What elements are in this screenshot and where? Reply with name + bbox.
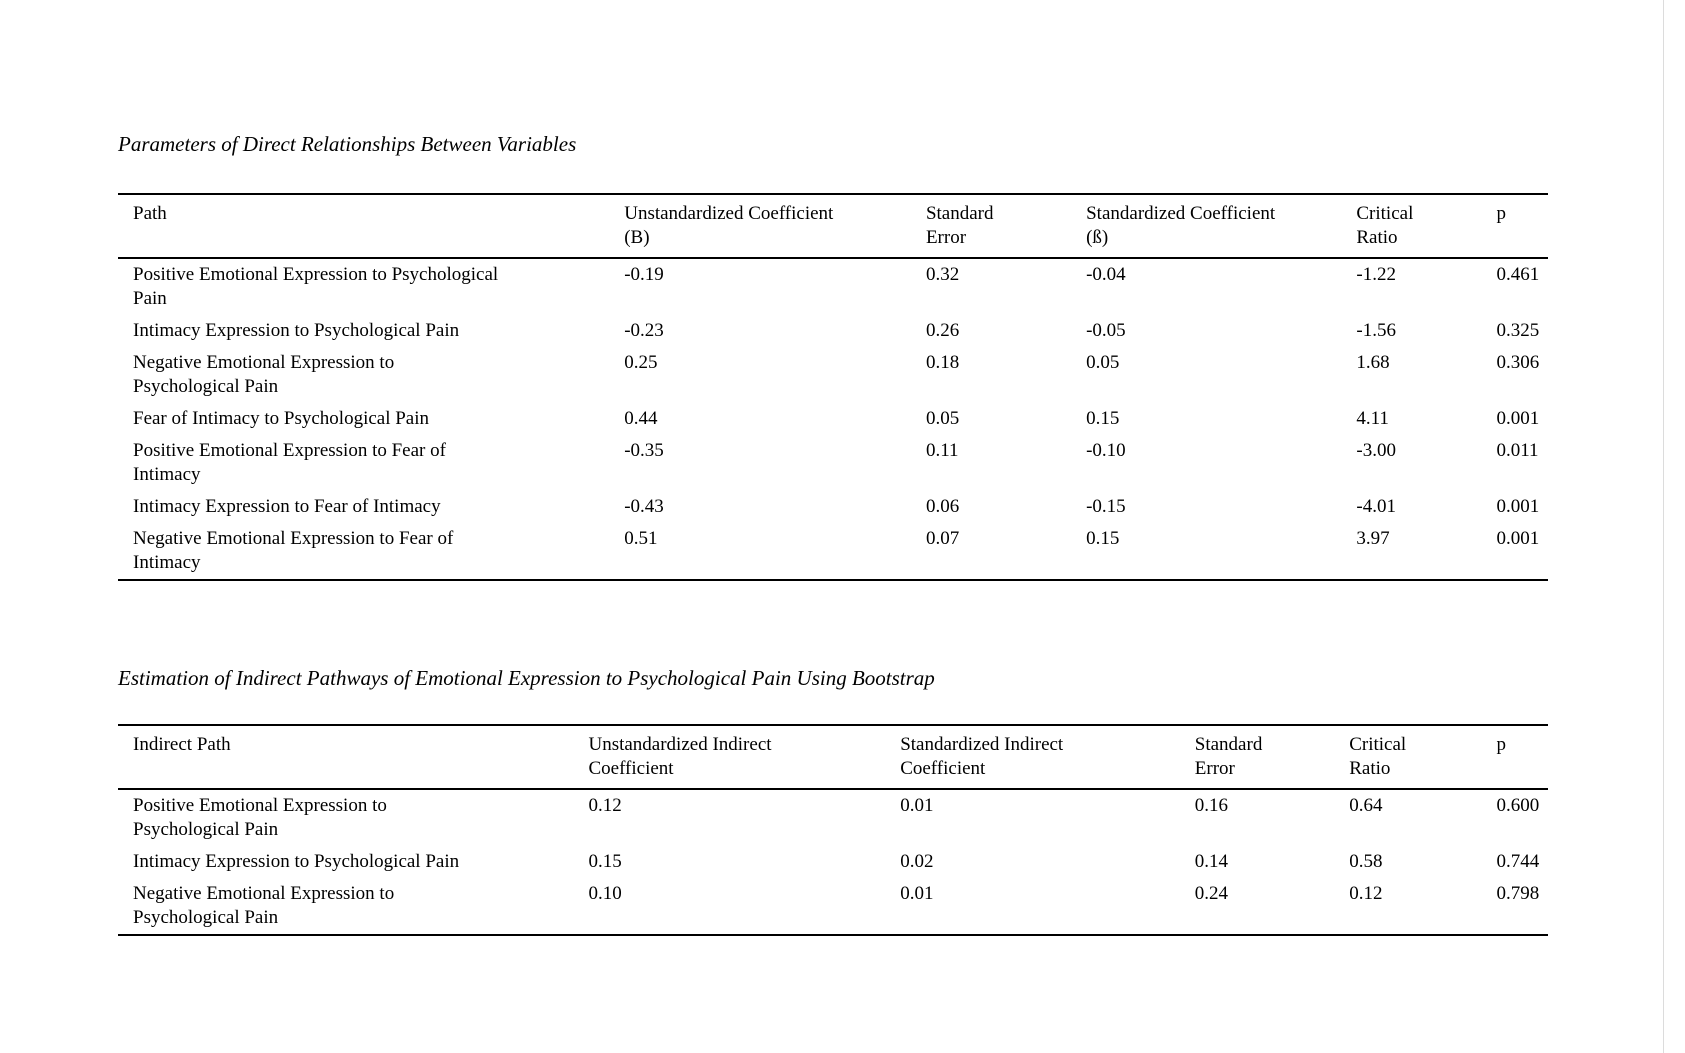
col-header-standard-error: Standard Error bbox=[1194, 725, 1350, 790]
page-edge-divider bbox=[1663, 0, 1664, 1053]
cell-p: 0.744 bbox=[1496, 851, 1540, 872]
col-header-standardized-coefficient: Standardized Coefficient (ß) bbox=[1086, 194, 1357, 259]
header-row: Path Unstandardized Coefficient (B) Stan… bbox=[118, 194, 1548, 259]
table-row: Fear of Intimacy to Psychological Pain 0… bbox=[118, 403, 1548, 435]
cell-standard-error: 0.18 bbox=[925, 352, 960, 373]
cell-p: 0.306 bbox=[1496, 352, 1540, 373]
col-header-standardized-indirect-coefficient: Standardized Indirect Coefficient bbox=[900, 725, 1195, 790]
cell-p: 0.001 bbox=[1496, 528, 1540, 549]
cell-path: Intimacy Expression to Fear of Intimacy bbox=[133, 496, 441, 517]
direct-table-title: Parameters of Direct Relationships Betwe… bbox=[118, 132, 577, 156]
table-row: Negative Emotional Expression to Psychol… bbox=[118, 878, 1548, 935]
cell-p: 0.001 bbox=[1496, 408, 1540, 429]
col-header-unstandardized-coefficient: Unstandardized Coefficient (B) bbox=[624, 194, 926, 259]
cell-p: 0.001 bbox=[1496, 496, 1540, 517]
cell-critical-ratio: 4.11 bbox=[1356, 408, 1389, 429]
cell-unstandardized-coefficient: -0.19 bbox=[624, 264, 664, 285]
cell-standard-error: 0.26 bbox=[925, 320, 960, 341]
cell-critical-ratio: -1.22 bbox=[1356, 264, 1396, 285]
cell-unstandardized-indirect-coefficient: 0.15 bbox=[588, 851, 622, 872]
table-row: Intimacy Expression to Psychological Pai… bbox=[118, 846, 1548, 878]
cell-unstandardized-indirect-coefficient: 0.12 bbox=[588, 795, 622, 816]
document-page: Parameters of Direct Relationships Betwe… bbox=[118, 131, 1548, 936]
cell-p: 0.325 bbox=[1496, 320, 1540, 341]
cell-standard-error: 0.24 bbox=[1194, 883, 1229, 904]
cell-standardized-coefficient: -0.04 bbox=[1086, 264, 1126, 285]
table-row: Negative Emotional Expression to Fear of… bbox=[118, 523, 1548, 580]
cell-path: Positive Emotional Expression to Psychol… bbox=[133, 264, 499, 309]
document-content: Parameters of Direct Relationships Betwe… bbox=[118, 131, 1548, 936]
cell-p: 0.461 bbox=[1496, 264, 1540, 285]
cell-unstandardized-coefficient: -0.23 bbox=[624, 320, 664, 341]
cell-critical-ratio: -1.56 bbox=[1356, 320, 1396, 341]
cell-standardized-indirect-coefficient: 0.01 bbox=[900, 883, 934, 904]
cell-path: Fear of Intimacy to Psychological Pain bbox=[133, 408, 430, 429]
cell-standard-error: 0.06 bbox=[925, 496, 960, 517]
table-row: Positive Emotional Expression to Psychol… bbox=[118, 258, 1548, 315]
cell-unstandardized-coefficient: -0.35 bbox=[624, 440, 664, 461]
cell-path: Negative Emotional Expression to Psychol… bbox=[133, 352, 395, 397]
cell-standard-error: 0.14 bbox=[1194, 851, 1229, 872]
cell-p: 0.798 bbox=[1496, 883, 1540, 904]
cell-unstandardized-coefficient: 0.51 bbox=[624, 528, 658, 549]
col-header-critical-ratio: Critical Ratio bbox=[1349, 725, 1497, 790]
header-row: Indirect Path Unstandardized Indirect Co… bbox=[118, 725, 1548, 790]
cell-path: Positive Emotional Expression to Fear of… bbox=[133, 440, 446, 485]
cell-standardized-coefficient: -0.05 bbox=[1086, 320, 1126, 341]
cell-critical-ratio: 0.64 bbox=[1349, 795, 1383, 816]
table-row: Negative Emotional Expression to Psychol… bbox=[118, 347, 1548, 403]
col-header-unstandardized-indirect-coefficient: Unstandardized Indirect Coefficient bbox=[588, 725, 901, 790]
indirect-effects-table: Indirect Path Unstandardized Indirect Co… bbox=[118, 724, 1548, 936]
col-header-p: p bbox=[1496, 725, 1548, 790]
col-header-indirect-path: Indirect Path bbox=[118, 725, 589, 790]
cell-unstandardized-indirect-coefficient: 0.10 bbox=[588, 883, 622, 904]
col-header-standard-error: Standard Error bbox=[925, 194, 1087, 259]
indirect-table-title: Estimation of Indirect Pathways of Emoti… bbox=[118, 666, 935, 690]
cell-standard-error: 0.32 bbox=[925, 264, 960, 285]
cell-standardized-coefficient: -0.15 bbox=[1086, 496, 1126, 517]
cell-standardized-coefficient: 0.05 bbox=[1086, 352, 1120, 373]
cell-standardized-indirect-coefficient: 0.01 bbox=[900, 795, 934, 816]
cell-standardized-indirect-coefficient: 0.02 bbox=[900, 851, 934, 872]
cell-standardized-coefficient: 0.15 bbox=[1086, 528, 1120, 549]
cell-unstandardized-coefficient: 0.25 bbox=[624, 352, 658, 373]
cell-indirect-path: Positive Emotional Expression to Psychol… bbox=[133, 795, 387, 840]
cell-critical-ratio: 3.97 bbox=[1356, 528, 1390, 549]
indirect-effects-section: Estimation of Indirect Pathways of Emoti… bbox=[118, 665, 1548, 936]
cell-standard-error: 0.16 bbox=[1194, 795, 1229, 816]
cell-critical-ratio: -3.00 bbox=[1356, 440, 1396, 461]
col-header-p: p bbox=[1496, 194, 1548, 259]
cell-indirect-path: Intimacy Expression to Psychological Pai… bbox=[133, 851, 460, 872]
cell-path: Intimacy Expression to Psychological Pai… bbox=[133, 320, 460, 341]
cell-p: 0.600 bbox=[1496, 795, 1540, 816]
table-row: Intimacy Expression to Fear of Intimacy … bbox=[118, 491, 1548, 523]
cell-standardized-coefficient: 0.15 bbox=[1086, 408, 1120, 429]
col-header-path: Path bbox=[118, 194, 625, 259]
cell-unstandardized-coefficient: -0.43 bbox=[624, 496, 664, 517]
cell-path: Negative Emotional Expression to Fear of… bbox=[133, 528, 454, 573]
cell-standard-error: 0.05 bbox=[925, 408, 960, 429]
cell-standard-error: 0.07 bbox=[925, 528, 960, 549]
col-header-critical-ratio: Critical Ratio bbox=[1356, 194, 1497, 259]
cell-standard-error: 0.11 bbox=[925, 440, 959, 461]
cell-critical-ratio: 0.12 bbox=[1349, 883, 1383, 904]
table-row: Positive Emotional Expression to Fear of… bbox=[118, 435, 1548, 491]
direct-effects-table: Path Unstandardized Coefficient (B) Stan… bbox=[118, 193, 1548, 581]
table-row: Positive Emotional Expression to Psychol… bbox=[118, 789, 1548, 846]
cell-p: 0.011 bbox=[1496, 440, 1539, 461]
cell-indirect-path: Negative Emotional Expression to Psychol… bbox=[133, 883, 395, 928]
cell-critical-ratio: -4.01 bbox=[1356, 496, 1396, 517]
cell-critical-ratio: 0.58 bbox=[1349, 851, 1383, 872]
table-row: Intimacy Expression to Psychological Pai… bbox=[118, 315, 1548, 347]
direct-effects-section: Parameters of Direct Relationships Betwe… bbox=[118, 131, 1548, 581]
cell-standardized-coefficient: -0.10 bbox=[1086, 440, 1126, 461]
cell-unstandardized-coefficient: 0.44 bbox=[624, 408, 658, 429]
cell-critical-ratio: 1.68 bbox=[1356, 352, 1390, 373]
